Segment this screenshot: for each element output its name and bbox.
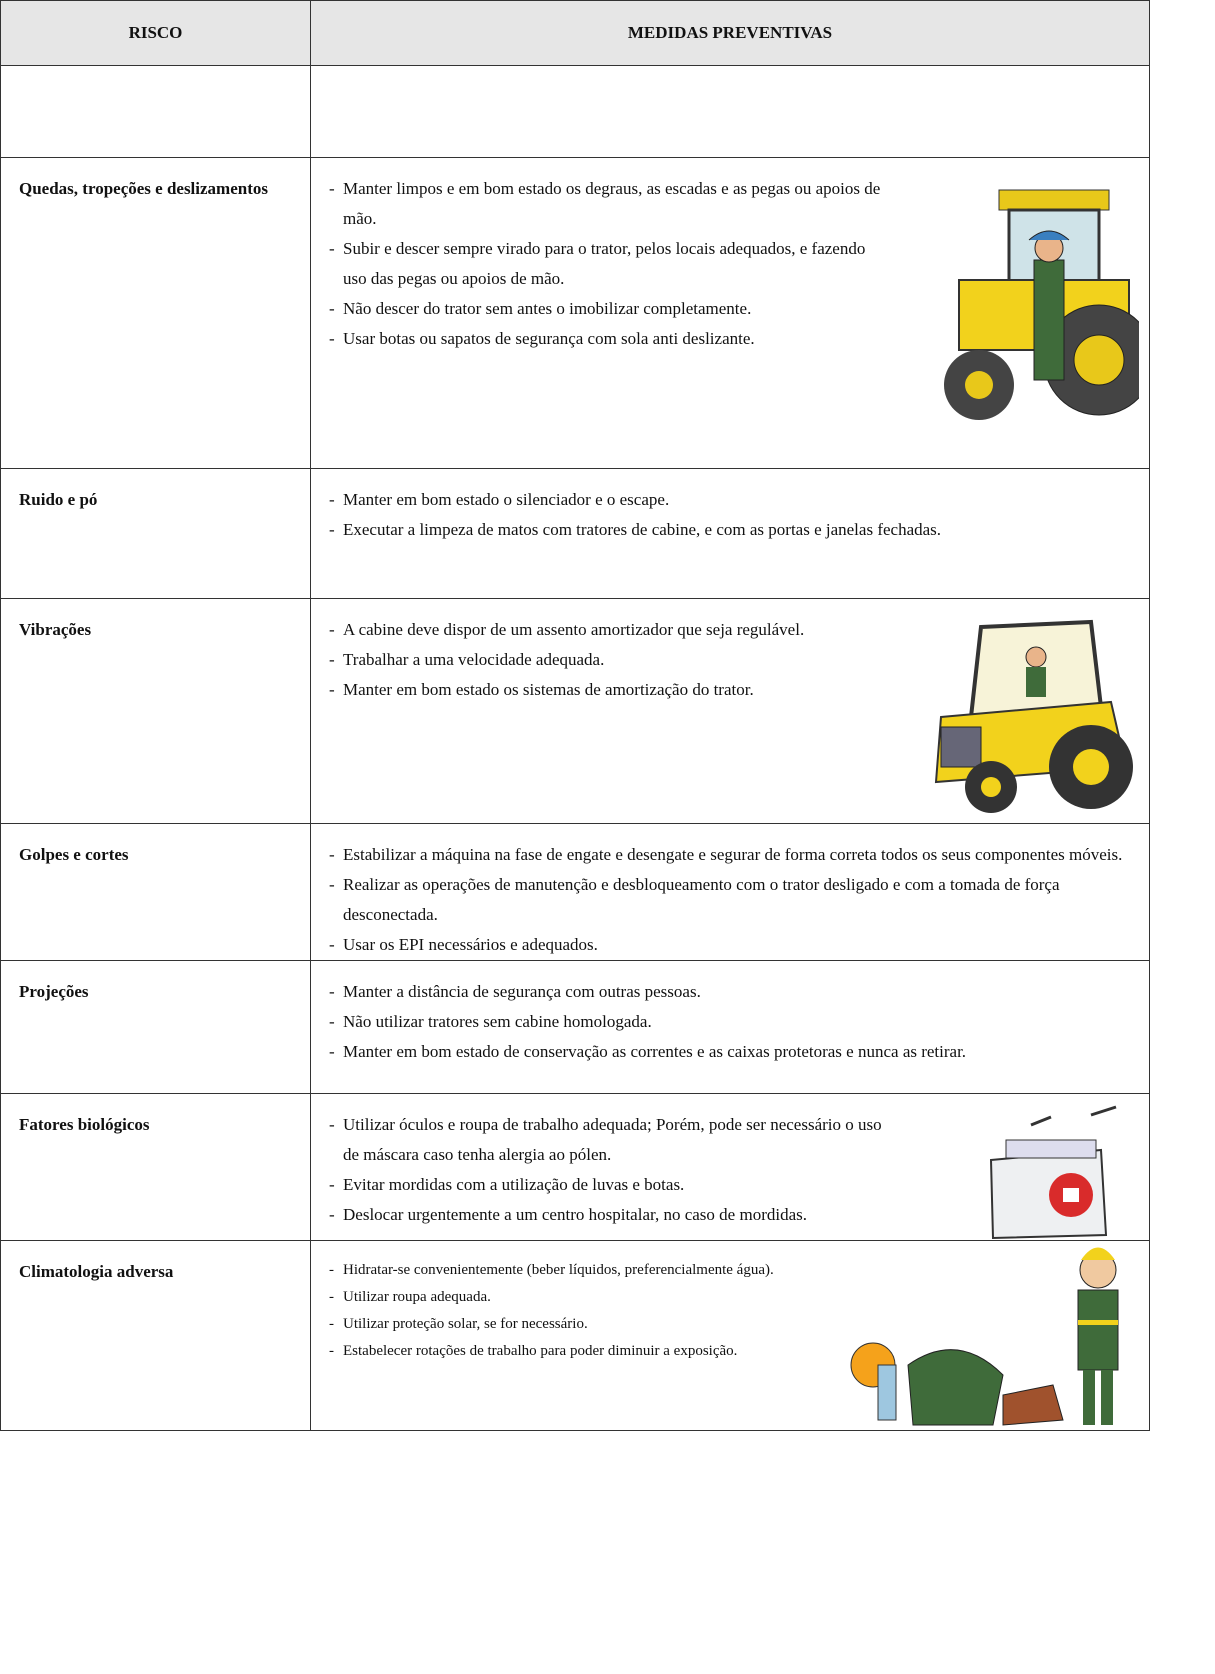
risk-cell: Golpes e cortes [0, 823, 311, 961]
measures-cell: Utilizar óculos e roupa de trabalho adeq… [310, 1093, 1150, 1241]
measure-item: Usar botas ou sapatos de segurança com s… [329, 324, 883, 354]
risk-label: Ruido e pó [19, 490, 98, 509]
measures-list: Estabilizar a máquina na fase de engate … [311, 824, 1149, 960]
measure-item: Estabilizar a máquina na fase de engate … [329, 840, 1139, 870]
risk-cell: Vibrações [0, 598, 311, 824]
measure-item: Não utilizar tratores sem cabine homolog… [329, 1007, 1139, 1037]
header-row: RISCO MEDIDAS PREVENTIVAS [0, 0, 1150, 66]
risk-label: Vibrações [19, 620, 92, 639]
measure-item: Realizar as operações de manutenção e de… [329, 870, 1139, 930]
measures-list: Utilizar óculos e roupa de trabalho adeq… [311, 1094, 1149, 1230]
table-row: Fatores biológicos Utilizar óculos e roup… [0, 1093, 1150, 1241]
risk-label: Fatores biológicos [19, 1115, 150, 1134]
measure-item: Não descer do trator sem antes o imobili… [329, 294, 883, 324]
measure-item: Manter a distância de segurança com outr… [329, 977, 1139, 1007]
measure-item: Executar a limpeza de matos com tratores… [329, 515, 1139, 545]
clothing-illustration [850, 1247, 1119, 1426]
measure-item: Evitar mordidas com a utilização de luva… [329, 1170, 883, 1200]
measures-list: Hidratar-se convenientemente (beber líqu… [311, 1241, 1149, 1365]
risk-cell: Ruido e pó [0, 468, 311, 599]
measure-item: Hidratar-se convenientemente (beber líqu… [329, 1257, 883, 1284]
measures-list: A cabine deve dispor de um assento amort… [311, 599, 1149, 705]
measures-list: Manter a distância de segurança com outr… [311, 961, 1149, 1067]
table-row: Quedas, tropeções e deslizamentos Manter … [0, 157, 1150, 469]
measure-item: Manter em bom estado os sistemas de amor… [329, 675, 883, 705]
risk-label: Quedas, tropeções e deslizamentos [19, 179, 268, 198]
table-row: Vibrações A cabine deve dispor de um asse… [0, 598, 1150, 824]
measures-list: Manter em bom estado o silenciador e o e… [311, 469, 1149, 545]
measure-item: Utilizar roupa adequada. [329, 1284, 883, 1311]
measure-item: Deslocar urgentemente a um centro hospit… [329, 1200, 883, 1230]
risk-cell: Projeções [0, 960, 311, 1094]
measures-cell: Manter em bom estado o silenciador e o e… [310, 468, 1150, 599]
measures-cell: Manter a distância de segurança com outr… [310, 960, 1150, 1094]
risk-table: RISCO MEDIDAS PREVENTIVAS Quedas, tropeç… [0, 0, 1150, 1431]
measure-item: Trabalhar a uma velocidade adequada. [329, 645, 883, 675]
measures-cell: Hidratar-se convenientemente (beber líqu… [310, 1240, 1150, 1431]
measure-item: Utilizar óculos e roupa de trabalho adeq… [329, 1110, 883, 1170]
measure-item: Manter em bom estado o silenciador e o e… [329, 485, 1139, 515]
risk-label: Golpes e cortes [19, 845, 129, 864]
measures-cell: A cabine deve dispor de um assento amort… [310, 598, 1150, 824]
table-row: Projeções Manter a distância de segurança… [0, 960, 1150, 1094]
empty-row [0, 65, 1150, 158]
risk-cell: Fatores biológicos [0, 1093, 311, 1241]
table-row: Golpes e cortes Estabilizar a máquina na … [0, 823, 1150, 961]
risk-cell: Quedas, tropeções e deslizamentos [0, 157, 311, 469]
measure-item: A cabine deve dispor de um assento amort… [329, 615, 883, 645]
measures-cell: Estabilizar a máquina na fase de engate … [310, 823, 1150, 961]
tractor-illustration [934, 619, 1133, 813]
tractor-illustration [944, 189, 1139, 420]
header-cell: RISCO [0, 0, 311, 66]
risk-label: Climatologia adversa [19, 1262, 174, 1281]
measure-item: Manter limpos e em bom estado os degraus… [329, 174, 883, 234]
risk-cell: Climatologia adversa [0, 1240, 311, 1431]
table-row: Ruido e pó Manter em bom estado o silenci… [0, 468, 1150, 599]
risk-label: Projeções [19, 982, 89, 1001]
measure-item: Subir e descer sempre virado para o trat… [329, 234, 883, 294]
measure-item: Estabelecer rotações de trabalho para po… [329, 1338, 883, 1365]
measures-cell: Manter limpos e em bom estado os degraus… [310, 157, 1150, 469]
cell [0, 65, 311, 158]
measure-item: Usar os EPI necessários e adequados. [329, 930, 1139, 960]
measure-item: Utilizar proteção solar, se for necessár… [329, 1311, 883, 1338]
table-row: Climatologia adversa Hidratar-se convenie… [0, 1240, 1150, 1431]
measures-list: Manter limpos e em bom estado os degraus… [311, 158, 1149, 354]
cell [310, 65, 1150, 158]
measure-item: Manter em bom estado de conservação as c… [329, 1037, 1139, 1067]
first-aid-illustration [989, 1105, 1117, 1240]
header-cell: MEDIDAS PREVENTIVAS [310, 0, 1150, 66]
